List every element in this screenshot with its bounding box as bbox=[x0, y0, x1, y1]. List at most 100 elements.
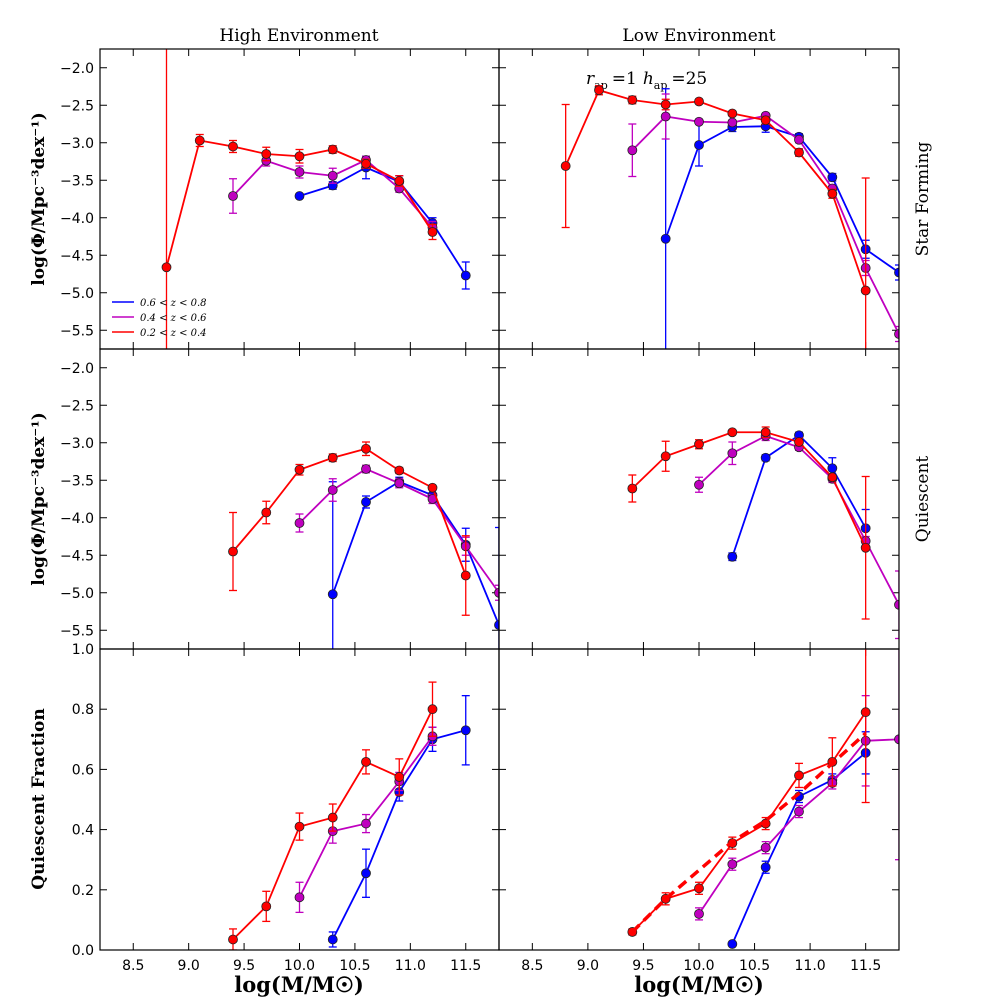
data-point bbox=[727, 859, 738, 870]
series-0.4 < z < 0.6 bbox=[294, 464, 499, 601]
y-tick-label: 0.8 bbox=[72, 702, 94, 718]
data-point bbox=[394, 465, 405, 476]
legend: 0.6 < z < 0.8 0.4 < z < 0.6 0.2 < z < 0.4 bbox=[112, 298, 207, 339]
data-point bbox=[294, 892, 305, 903]
x-tick-label: 9.0 bbox=[178, 958, 200, 974]
chart-panel-1 bbox=[498, 48, 900, 350]
series-line bbox=[631, 431, 867, 549]
chart-panel-2: −5.5 −5.0 −4.5 −4.0 −3.5 −3.0 −2.5 −2.0 bbox=[60, 348, 500, 650]
data-point bbox=[427, 704, 438, 715]
y-tick-label: −5.0 bbox=[60, 286, 94, 302]
panel-frame bbox=[498, 348, 900, 650]
y-tick-label: −3.5 bbox=[60, 473, 94, 489]
data-point bbox=[894, 599, 899, 610]
series-line bbox=[631, 114, 899, 335]
data-point bbox=[894, 329, 899, 339]
data-point bbox=[727, 108, 738, 119]
y-tick-label: −3.0 bbox=[60, 136, 94, 152]
x-tick-label: 10.5 bbox=[739, 958, 770, 974]
column-title-low-environment: Low Environment bbox=[622, 26, 775, 46]
annotation-h-val: =25 bbox=[671, 69, 707, 89]
data-point bbox=[228, 934, 238, 945]
data-point bbox=[327, 934, 338, 945]
data-point bbox=[460, 270, 471, 281]
data-point bbox=[427, 482, 438, 493]
row-title-quiescent: Quiescent bbox=[913, 456, 933, 543]
data-point bbox=[560, 161, 571, 171]
data-point bbox=[361, 868, 371, 879]
series-0.4 < z < 0.6 bbox=[228, 154, 438, 235]
series-0.6 < z < 0.8 bbox=[327, 476, 499, 649]
data-point bbox=[894, 267, 899, 278]
y-tick-label: −2.0 bbox=[60, 61, 94, 77]
data-point bbox=[361, 497, 371, 507]
chart-panels: −5.5 −5.0 −4.5 −4.0 −3.5 −3.0 −2.5 −2.0 0.6 < z … bbox=[60, 48, 900, 974]
x-tick-label: 9.5 bbox=[233, 958, 255, 974]
data-point bbox=[694, 479, 704, 490]
series-0.6 < z < 0.8 bbox=[660, 88, 899, 349]
data-point bbox=[727, 448, 738, 459]
data-point bbox=[228, 546, 238, 557]
panel-frame bbox=[99, 348, 500, 650]
data-point bbox=[694, 140, 704, 150]
chart-panel-4: 8.5 9.0 9.5 10.0 10.5 11.0 11.5 0.0 0.2 0.4 0.6 0.8… bbox=[72, 642, 500, 974]
y-tick-label: −5.5 bbox=[60, 623, 94, 639]
y-axis-label-bottom: Quiescent Fraction bbox=[29, 708, 49, 889]
data-point bbox=[294, 151, 305, 162]
data-point bbox=[760, 862, 771, 873]
x-tick-label: 10.0 bbox=[284, 958, 315, 974]
data-point bbox=[361, 158, 371, 169]
data-point bbox=[327, 589, 338, 600]
series-0.2 < z < 0.4 bbox=[228, 441, 471, 616]
data-point bbox=[161, 262, 172, 273]
y-axis-label-top: log(Φ/Mpc⁻³dex⁻¹) bbox=[29, 112, 49, 286]
data-point bbox=[660, 99, 671, 110]
y-tick-label: −3.0 bbox=[60, 436, 94, 452]
y-axis-label-middle: log(Φ/Mpc⁻³dex⁻¹) bbox=[29, 412, 49, 586]
series-line bbox=[631, 711, 867, 933]
y-tick-label: −5.5 bbox=[60, 323, 94, 339]
panel-data bbox=[627, 426, 899, 640]
data-point bbox=[327, 144, 338, 155]
data-point bbox=[627, 145, 638, 156]
data-point bbox=[794, 437, 804, 447]
x-axis-label-right: log(M/M☉) bbox=[634, 972, 764, 997]
data-point bbox=[194, 135, 205, 146]
data-point bbox=[361, 443, 371, 454]
y-tick-label: −3.5 bbox=[60, 173, 94, 189]
data-point bbox=[327, 452, 338, 463]
data-point bbox=[228, 141, 238, 152]
data-point bbox=[694, 908, 704, 919]
data-point bbox=[294, 518, 305, 528]
series-0.6 < z < 0.8 bbox=[294, 155, 471, 290]
x-tick-label: 11.5 bbox=[850, 958, 881, 974]
data-point bbox=[760, 427, 771, 438]
data-point bbox=[294, 167, 305, 177]
y-tick-label: −2.0 bbox=[60, 361, 94, 377]
data-point bbox=[627, 95, 638, 105]
data-point bbox=[694, 96, 704, 107]
x-tick-label: 9.0 bbox=[577, 958, 599, 974]
data-point bbox=[261, 149, 272, 159]
y-tick-label: 0.0 bbox=[72, 943, 94, 959]
data-point bbox=[294, 191, 305, 201]
y-tick-label: 1.0 bbox=[72, 642, 94, 658]
data-point bbox=[794, 134, 804, 145]
data-point bbox=[727, 939, 738, 949]
series-0.4 < z < 0.6 bbox=[694, 430, 899, 640]
data-point bbox=[327, 485, 338, 495]
y-tick-label: 0.2 bbox=[72, 883, 94, 899]
data-point bbox=[460, 725, 471, 736]
series-line bbox=[331, 480, 499, 626]
x-tick-label: 8.5 bbox=[521, 958, 543, 974]
panel-data bbox=[228, 441, 499, 649]
data-point bbox=[760, 115, 771, 126]
data-point bbox=[660, 233, 671, 244]
series-0.2 < z < 0.4 bbox=[627, 426, 871, 620]
data-point bbox=[827, 472, 838, 483]
x-tick-label: 11.0 bbox=[795, 958, 826, 974]
data-point bbox=[494, 620, 499, 630]
data-point bbox=[727, 117, 738, 128]
